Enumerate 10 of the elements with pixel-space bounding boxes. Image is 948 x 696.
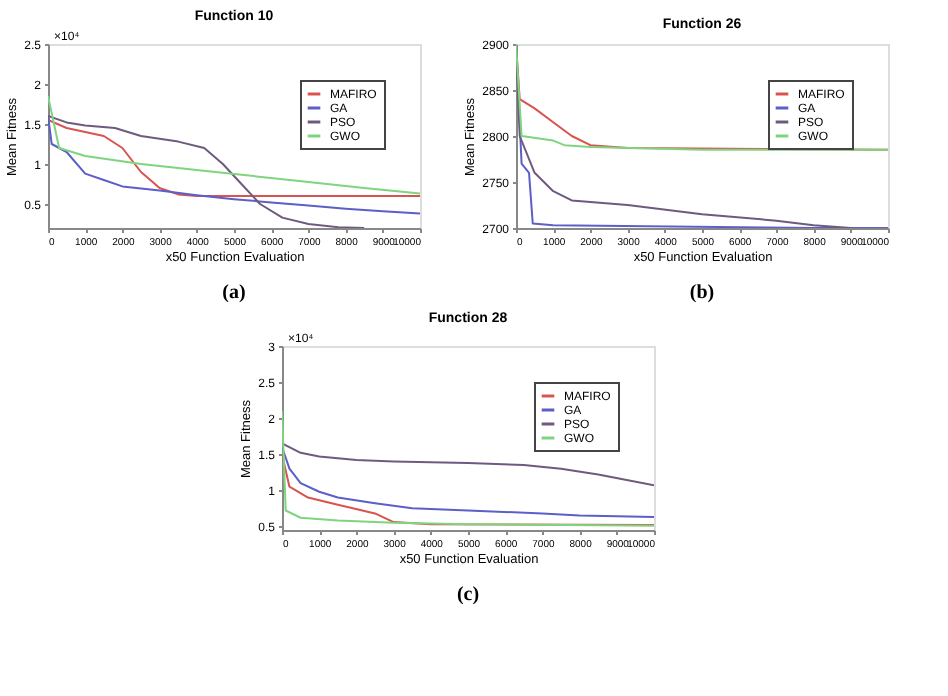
text: (a) [222,282,246,304]
line-series [48,115,420,215]
line-series [48,119,420,197]
line-series [282,409,654,527]
text: (c) [456,584,480,606]
line-series [516,44,888,151]
text: (b) [689,282,715,304]
line-series [48,115,366,228]
line-series [48,95,420,195]
line-series [282,442,654,487]
